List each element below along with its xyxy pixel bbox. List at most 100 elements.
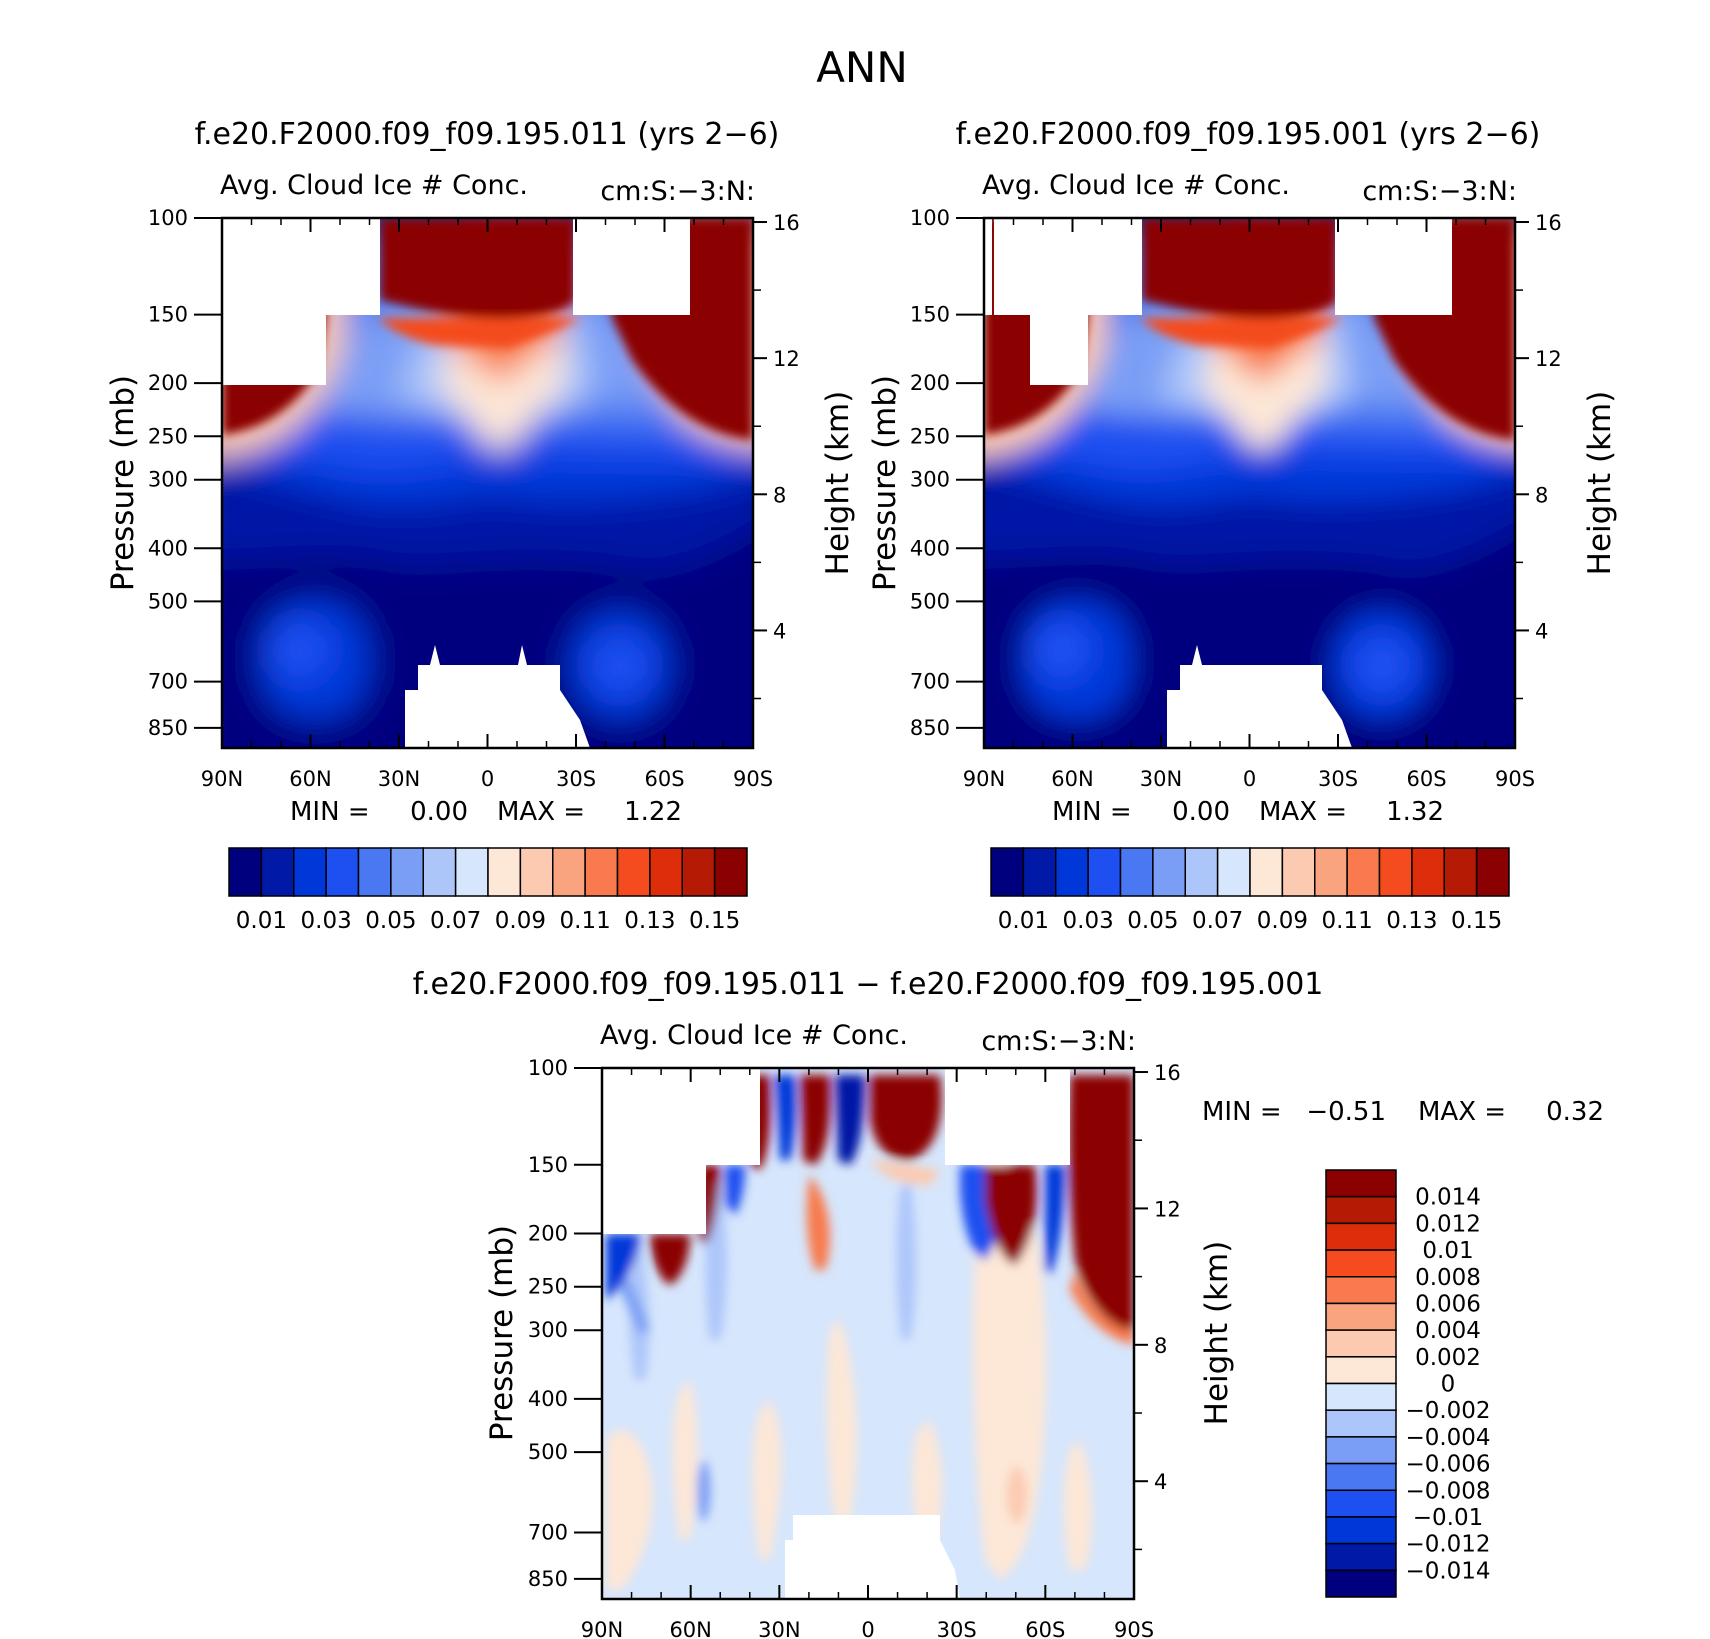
panel-c-colorbar-swatch [1325, 1195, 1397, 1225]
panel-c-ytick-label: 150 [528, 1153, 568, 1177]
panel-b-colorbar-swatch [990, 847, 1025, 897]
panel-b-colorbar-label: 0.15 [1451, 908, 1502, 934]
panel-a-xtick-label: 90N [201, 767, 243, 791]
panel-c-colorbar-swatch [1325, 1569, 1397, 1598]
panel-c-contour-field [602, 1068, 1134, 1599]
panel-c-colorbar-label: 0.006 [1415, 1291, 1481, 1317]
panel-b-colorbar-label: 0.03 [1063, 908, 1114, 934]
panel-c-colorbar-label: 0.002 [1415, 1345, 1481, 1371]
panel-b-colorbar-swatch [1346, 847, 1381, 897]
panel-b-ylabel-right: Height (km) [1582, 391, 1618, 576]
panel-c-colorbar-label: −0.004 [1405, 1425, 1490, 1451]
panel-a-ylabel-right: Height (km) [820, 391, 856, 576]
panel-b-ytick-label: 400 [910, 536, 950, 560]
panel-a-colorbar: 0.01 0.03 0.05 0.07 0.09 0.11 0.13 0.15 [228, 847, 748, 934]
panel-c-min-value: −0.51 [1306, 1097, 1386, 1127]
panel-b-ytick-label: 300 [910, 468, 950, 492]
panel-b-colorbar-swatch [1281, 847, 1316, 897]
panel-a-units-label: cm:S:−3:N: [600, 176, 755, 207]
panel-a-colorbar-label: 0.01 [236, 908, 287, 934]
panel-b-ytick-label: 500 [910, 589, 950, 613]
panel-c-colorbar-swatch [1325, 1276, 1397, 1305]
panel-b-xtick-label: 0 [1243, 767, 1256, 791]
panel-a-ytick-label: 400 [148, 536, 188, 560]
panel-b-min-label: MIN = [1052, 797, 1132, 827]
panel-a-colorbar-label: 0.03 [301, 908, 352, 934]
panel-a-xtick-label: 30S [556, 767, 596, 791]
panel-c-colorbar-swatch [1325, 1249, 1397, 1278]
panel-b-colorbar-swatch [1249, 847, 1284, 897]
panel-c-ytick-label: 400 [528, 1387, 568, 1411]
panel-a-axes: 90N 60N 30N 0 30S 60S 90S 100 150 200 250 300 400 500… [148, 206, 800, 791]
panel-a-colorbar-swatch [422, 847, 457, 897]
panel-a-xtick-label: 60S [644, 767, 684, 791]
panel-b-colorbar-swatch [1378, 847, 1413, 897]
panel-c-colorbar-label: −0.008 [1405, 1478, 1490, 1504]
panel-a-ytick-label: 250 [148, 424, 188, 448]
panel-b-ytick-label: 200 [910, 371, 950, 395]
panel-a-xtick-label: 0 [481, 767, 494, 791]
panel-c-colorbar-swatch [1325, 1516, 1397, 1545]
panel-b-units-label: cm:S:−3:N: [1362, 176, 1517, 207]
panel-a-colorbar-swatch [713, 847, 748, 897]
panel-b-xtick-label: 30S [1318, 767, 1358, 791]
panel-c-ytick-right-label: 8 [1154, 1334, 1167, 1358]
panel-a-colorbar-swatch [649, 847, 683, 897]
panel-a-colorbar-swatch [390, 847, 424, 897]
panel-b-ytick-label: 150 [910, 303, 950, 327]
panel-a-xtick-label: 30N [378, 767, 420, 791]
panel-c-colorbar-swatch [1325, 1462, 1397, 1491]
panel-a-ytick-right-label: 4 [773, 619, 786, 643]
panel-a-colorbar-label: 0.09 [495, 908, 546, 934]
panel-c-colorbar-label: −0.012 [1405, 1532, 1490, 1558]
panel-b-ytick-label: 100 [910, 206, 950, 230]
panel-c-ytick-label: 250 [528, 1275, 568, 1299]
panel-a-colorbar-swatch [228, 847, 263, 897]
panel-c-ylabel-right: Height (km) [1199, 1241, 1235, 1426]
panel-a-colorbar-swatch [325, 847, 360, 897]
panel-c-colorbar-label: −0.006 [1405, 1452, 1490, 1478]
panel-c-colorbar-swatch [1325, 1542, 1397, 1572]
panel-c-title: f.e20.F2000.f09_f09.195.011 − f.e20.F200… [413, 967, 1324, 1002]
panel-b-xtick-label: 60N [1051, 767, 1093, 791]
panel-b-title: f.e20.F2000.f09_f09.195.001 (yrs 2−6) [956, 117, 1541, 152]
panel-a-colorbar-label: 0.11 [560, 908, 611, 934]
panel-a-ytick-label: 200 [148, 371, 188, 395]
panel-a-colorbar-label: 0.15 [689, 908, 740, 934]
panel-b-colorbar-swatch [1152, 847, 1186, 897]
panel-a-colorbar-swatch [293, 847, 327, 897]
panel-c-colorbar-label: 0.014 [1415, 1185, 1481, 1211]
panel-b-colorbar-label: 0.11 [1322, 908, 1373, 934]
panel-c-ylabel: Pressure (mb) [484, 1225, 520, 1441]
panel-b-colorbar-label: 0.09 [1257, 908, 1308, 934]
panel-b-colorbar-swatch [1411, 847, 1445, 897]
panel-b-colorbar: 0.01 0.03 0.05 0.07 0.09 0.11 0.13 0.15 [990, 847, 1510, 934]
panel-c-xtick-label: 0 [861, 1618, 874, 1639]
panel-a-xtick-label: 90S [733, 767, 773, 791]
panel-c-ytick-right-label: 16 [1154, 1061, 1181, 1085]
panel-a-ytick-right-label: 8 [773, 483, 786, 507]
panel-b-xtick-label: 90S [1495, 767, 1535, 791]
panel-b-max-label: MAX = [1259, 797, 1347, 827]
panel-a-contour-field [222, 218, 753, 748]
panel-c-colorbar-swatch [1325, 1169, 1397, 1198]
panel-c-max-label: MAX = [1418, 1097, 1506, 1127]
panel-a-max-label: MAX = [497, 797, 585, 827]
panel-a-colorbar-swatch [519, 847, 554, 897]
panel-a-ytick-label: 850 [148, 716, 188, 740]
panel-b-max-value: 1.32 [1386, 797, 1444, 827]
panel-c-colorbar-label: 0.012 [1415, 1211, 1481, 1237]
panel-a-colorbar-swatch [260, 847, 295, 897]
panel-c-variable-label: Avg. Cloud Ice # Conc. [600, 1020, 908, 1051]
panel-b-ytick-label: 850 [910, 716, 950, 740]
panel-a-ytick-label: 100 [148, 206, 188, 230]
panel-b-ytick-right-label: 4 [1535, 619, 1548, 643]
panel-c-colorbar-label: −0.01 [1413, 1505, 1483, 1531]
panel-c-ytick-right-label: 4 [1154, 1470, 1167, 1494]
panel-c-colorbar-swatch [1325, 1222, 1397, 1251]
panel-b-ylabel: Pressure (mb) [867, 375, 903, 591]
panel-c-xtick-label: 90S [1114, 1618, 1154, 1639]
panel-c-colorbar-label: 0 [1441, 1372, 1456, 1398]
panel-a-variable-label: Avg. Cloud Ice # Conc. [220, 170, 528, 201]
panel-b-colorbar-swatch [1055, 847, 1089, 897]
